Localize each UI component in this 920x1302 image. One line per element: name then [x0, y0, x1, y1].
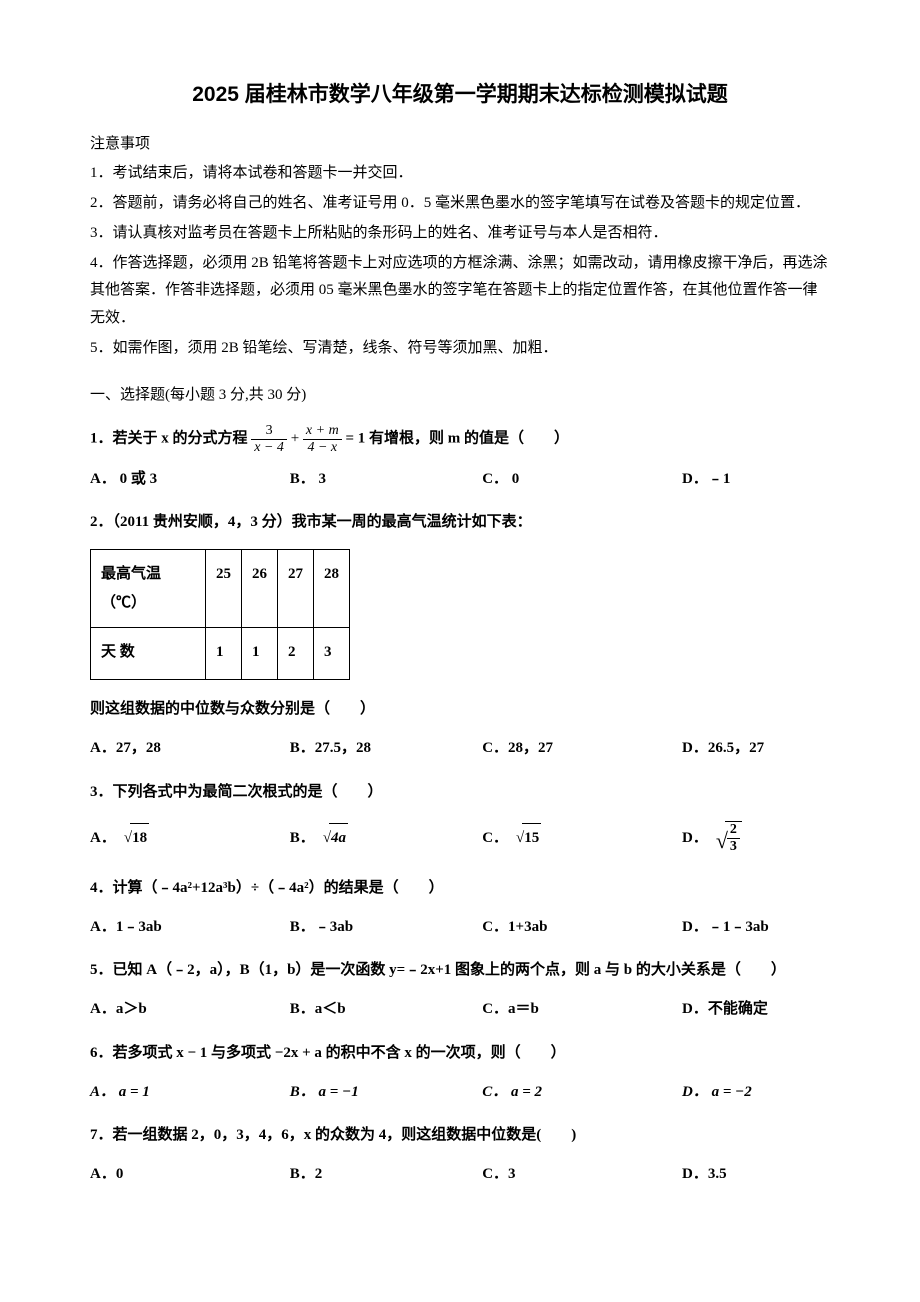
table-cell-0: 天 数	[91, 628, 206, 680]
q1-plus: +	[291, 430, 303, 446]
table-header-4: 28	[314, 550, 350, 628]
q4-option-a: A．1﹣3ab	[90, 913, 290, 942]
q3-d-num: 2	[727, 822, 740, 838]
section-header: 一、选择题(每小题 3 分,共 30 分)	[90, 381, 830, 410]
sqrt-icon: √	[716, 820, 728, 862]
q1-option-a: A． 0 或 3	[90, 465, 290, 494]
question-3: 3．下列各式中为最简二次根式的是（ ）	[90, 777, 830, 807]
q1-frac1-num: 3	[251, 423, 287, 439]
q1-frac2-den: 4 − x	[303, 440, 342, 455]
q2-option-d: D．26.5，27	[682, 734, 830, 763]
q1-option-d: D．﹣1	[682, 465, 830, 494]
table-header-0: 最高气温（℃）	[91, 550, 206, 628]
q3-d-label: D．	[682, 824, 708, 853]
notice-item-2: 2．答题前，请务必将自己的姓名、准考证号用 0．5 毫米黑色墨水的签字笔填写在试…	[90, 190, 830, 218]
q3-option-d: D． √ 2 3	[682, 817, 830, 859]
q3-option-b: B． √4a	[290, 817, 482, 859]
q4-options: A．1﹣3ab B．﹣3ab C．1+3ab D．﹣1﹣3ab	[90, 913, 830, 942]
q3-b-label: B．	[290, 824, 315, 853]
q5-option-b: B．a＜b	[290, 995, 482, 1024]
question-4: 4．计算（﹣4a²+12a³b）÷（﹣4a²）的结果是（ ）	[90, 873, 830, 903]
q1-suffix: = 1 有增根，则 m 的值是（ ）	[345, 430, 569, 446]
notice-item-5: 5．如需作图，须用 2B 铅笔绘、写清楚，线条、符号等须加黑、加粗．	[90, 335, 830, 363]
q7-option-d: D．3.5	[682, 1160, 830, 1189]
q3-d-den: 3	[727, 839, 740, 854]
q5-options: A．a＞b B．a＜b C．a＝b D．不能确定	[90, 995, 830, 1024]
q6-option-c: C． a = 2	[482, 1078, 682, 1107]
question-6: 6．若多项式 x − 1 与多项式 −2x + a 的积中不含 x 的一次项，则…	[90, 1038, 830, 1068]
q2-option-a: A．27，28	[90, 734, 290, 763]
q4-option-b: B．﹣3ab	[290, 913, 482, 942]
q4-option-d: D．﹣1﹣3ab	[682, 913, 830, 942]
table-header-2: 26	[242, 550, 278, 628]
q4-option-c: C．1+3ab	[482, 913, 682, 942]
q3-option-a: A． √18	[90, 817, 290, 859]
notice-item-1: 1．考试结束后，请将本试卷和答题卡一并交回．	[90, 160, 830, 188]
page-title: 2025 届桂林市数学八年级第一学期期末达标检测模拟试题	[90, 75, 830, 115]
q6-option-a: A． a = 1	[90, 1078, 290, 1107]
question-2: 2．（2011 贵州安顺，4，3 分）我市某一周的最高气温统计如下表：	[90, 507, 830, 537]
q7-option-c: C．3	[482, 1160, 682, 1189]
q2-table: 最高气温（℃） 25 26 27 28 天 数 1 1 2 3	[90, 549, 350, 680]
question-7: 7．若一组数据 2，0，3，4，6，x 的众数为 4，则这组数据中位数是( )	[90, 1120, 830, 1150]
q3-a-val: 18	[130, 823, 149, 853]
notice-header: 注意事项	[90, 130, 830, 159]
table-row-data: 天 数 1 1 2 3	[91, 628, 350, 680]
q3-c-val: 15	[522, 823, 541, 853]
q1-frac1-den: x − 4	[251, 440, 287, 455]
q6-option-b: B． a = −1	[290, 1078, 482, 1107]
q1-frac2-num: x + m	[303, 423, 342, 439]
q7-option-a: A．0	[90, 1160, 290, 1189]
q2-option-c: C．28，27	[482, 734, 682, 763]
question-1: 1．若关于 x 的分式方程 3 x − 4 + x + m 4 − x = 1 …	[90, 423, 830, 455]
table-header-1: 25	[206, 550, 242, 628]
q3-c-label: C．	[482, 824, 508, 853]
q1-option-b: B． 3	[290, 465, 482, 494]
q5-option-a: A．a＞b	[90, 995, 290, 1024]
q6-options: A． a = 1 B． a = −1 C． a = 2 D． a = −2	[90, 1078, 830, 1107]
table-row-header: 最高气温（℃） 25 26 27 28	[91, 550, 350, 628]
q5-option-d: D．不能确定	[682, 995, 830, 1024]
table-cell-2: 1	[242, 628, 278, 680]
q1-prefix: 1．若关于 x 的分式方程	[90, 430, 248, 446]
q5-option-c: C．a＝b	[482, 995, 682, 1024]
q1-frac1: 3 x − 4	[251, 423, 287, 455]
q3-options: A． √18 B． √4a C． √15 D． √ 2 3	[90, 817, 830, 859]
q2-options: A．27，28 B．27.5，28 C．28，27 D．26.5，27	[90, 734, 830, 763]
q3-b-val: 4a	[329, 823, 348, 853]
question-5: 5．已知 A（﹣2，a），B（1，b）是一次函数 y=﹣2x+1 图象上的两个点…	[90, 955, 830, 985]
q3-a-label: A．	[90, 824, 116, 853]
q7-option-b: B．2	[290, 1160, 482, 1189]
q7-options: A．0 B．2 C．3 D．3.5	[90, 1160, 830, 1189]
table-header-3: 27	[278, 550, 314, 628]
table-cell-4: 3	[314, 628, 350, 680]
q2-option-b: B．27.5，28	[290, 734, 482, 763]
q2-text2: 则这组数据的中位数与众数分别是（ ）	[90, 694, 830, 724]
q1-frac2: x + m 4 − x	[303, 423, 342, 455]
q6-option-d: D． a = −2	[682, 1078, 830, 1107]
q1-option-c: C． 0	[482, 465, 682, 494]
table-cell-3: 2	[278, 628, 314, 680]
q3-option-c: C． √15	[482, 817, 682, 859]
q1-options: A． 0 或 3 B． 3 C． 0 D．﹣1	[90, 465, 830, 494]
notice-item-4: 4．作答选择题，必须用 2B 铅笔将答题卡上对应选项的方框涂满、涂黑；如需改动，…	[90, 250, 830, 333]
table-cell-1: 1	[206, 628, 242, 680]
notice-item-3: 3．请认真核对监考员在答题卡上所粘贴的条形码上的姓名、准考证号与本人是否相符．	[90, 220, 830, 248]
